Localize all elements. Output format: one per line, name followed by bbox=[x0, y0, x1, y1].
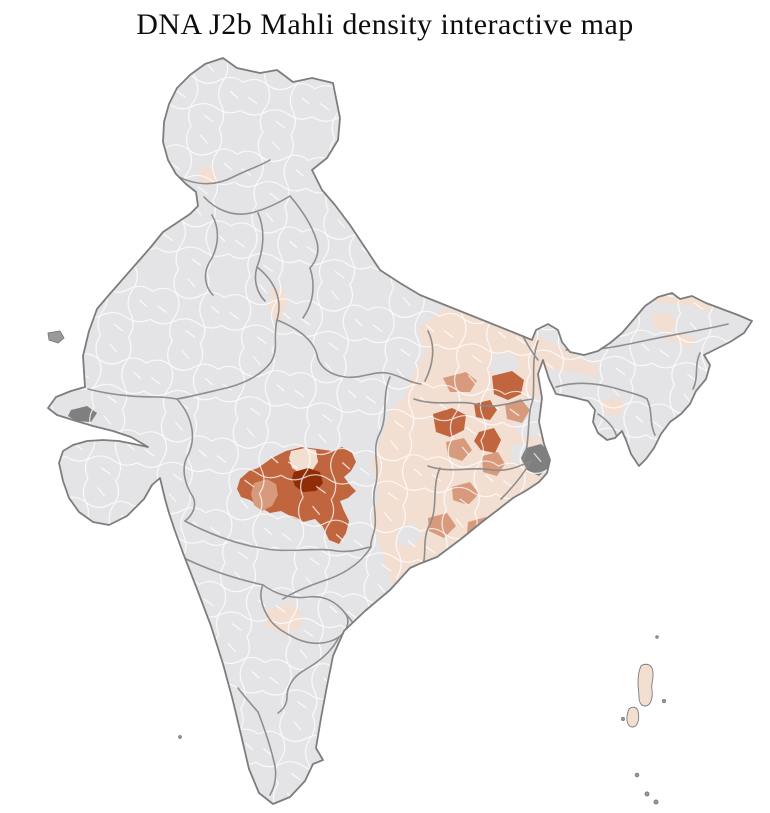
islet-dot[interactable] bbox=[178, 735, 182, 739]
islet-dot[interactable] bbox=[644, 791, 650, 797]
islet-dot[interactable] bbox=[653, 799, 659, 805]
andaman-islands[interactable] bbox=[626, 663, 654, 728]
state-borders bbox=[87, 159, 729, 796]
islet-shape[interactable] bbox=[47, 330, 65, 344]
islet-dot[interactable] bbox=[661, 698, 667, 704]
small-islets[interactable] bbox=[47, 330, 667, 805]
islet-dot[interactable] bbox=[621, 717, 625, 721]
islet-dot[interactable] bbox=[634, 772, 640, 778]
island-shape[interactable] bbox=[626, 706, 640, 728]
islet-dot[interactable] bbox=[655, 635, 659, 639]
islands[interactable] bbox=[47, 330, 667, 805]
island-shape[interactable] bbox=[637, 663, 654, 707]
map-title: DNA J2b Mahli density interactive map bbox=[136, 8, 634, 41]
